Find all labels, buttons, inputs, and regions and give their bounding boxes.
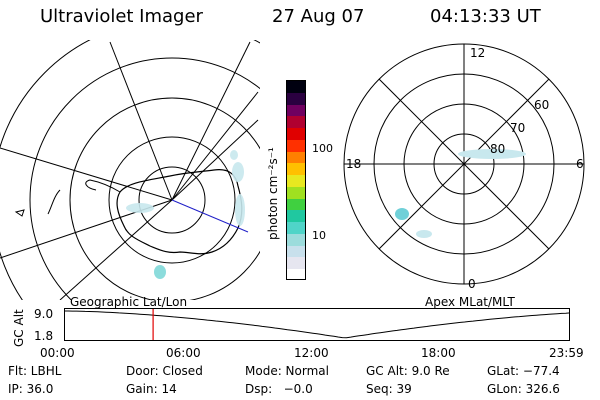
dsp-label: Dsp: −0.0 — [245, 382, 313, 396]
timeline-axis-title: GC Alt — [12, 309, 26, 347]
aurora-patch — [458, 149, 526, 159]
glat-label: GLat: −77.4 — [487, 364, 560, 378]
aurora-patch — [154, 265, 166, 279]
mode-label: Mode: Normal — [245, 364, 329, 378]
gc-alt-label: GC Alt: 9.0 Re — [366, 364, 450, 378]
meridian-line — [171, 119, 259, 201]
coastline — [116, 169, 243, 255]
mlt-label-0: 0 — [468, 277, 476, 291]
color-band — [287, 128, 305, 140]
geographic-map — [0, 40, 260, 300]
colorbar-unit-label: photon cm⁻²s⁻¹ — [266, 147, 280, 240]
mlt-line — [378, 78, 550, 250]
color-band — [287, 175, 305, 187]
timeline-ytick-high: 9.0 — [34, 307, 54, 321]
mlat-label-80: 80 — [490, 142, 506, 156]
mlat-label-70: 70 — [510, 121, 526, 135]
color-band — [287, 186, 305, 199]
timeline-frame — [64, 308, 570, 341]
apex-caption: Apex MLat/MLT — [425, 295, 515, 309]
altitude-curve — [64, 310, 571, 339]
meridian-line — [0, 147, 173, 201]
timeline-xtick-1800: 18:00 — [421, 346, 456, 360]
colorbar-tick-100: 100 — [312, 142, 333, 155]
timeline-xtick-1200: 12:00 — [294, 346, 329, 360]
meridian-line — [171, 91, 259, 201]
color-band — [287, 210, 305, 222]
time-label: 04:13:33 UT — [430, 6, 541, 27]
colorbar-tick-10: 10 — [312, 229, 326, 242]
seq-label: Seq: 39 — [366, 382, 412, 396]
color-band — [287, 198, 305, 211]
lat-circle — [29, 57, 260, 300]
color-band — [287, 81, 305, 93]
color-band — [287, 257, 305, 269]
magnetic-polar-plot — [343, 43, 585, 285]
aurora-patch — [395, 208, 409, 220]
color-band — [287, 222, 305, 234]
aurora-patch — [235, 194, 245, 226]
lat-circle — [138, 166, 206, 234]
color-band — [287, 151, 305, 164]
color-band — [287, 245, 305, 258]
aurora-patch — [416, 230, 432, 238]
timeline-xtick-0000: 00:00 — [40, 346, 75, 360]
aurora-patch — [232, 162, 244, 182]
sun-direction-line — [171, 199, 249, 233]
geographic-caption: Geographic Lat/Lon — [70, 295, 188, 309]
meridian-line — [109, 41, 173, 201]
timeline-ytick-low: 1.8 — [34, 329, 54, 343]
door-label: Door: Closed — [126, 364, 203, 378]
lat-circle — [69, 97, 260, 300]
coastline — [85, 179, 121, 193]
color-band — [287, 163, 305, 175]
mlt-label-6: 6 — [576, 157, 584, 171]
coastline — [47, 189, 61, 215]
timeline-xtick-2359: 23:59 — [549, 346, 584, 360]
color-band — [287, 269, 305, 279]
color-band — [287, 139, 305, 152]
gain-label: Gain: 14 — [126, 382, 177, 396]
mlt-label-12: 12 — [470, 46, 486, 60]
color-bar — [286, 80, 306, 280]
lat-circle — [0, 40, 260, 300]
filter-label: Flt: LBHL — [8, 364, 62, 378]
mlt-label-18: 18 — [346, 157, 362, 171]
ip-label: IP: 36.0 — [8, 382, 54, 396]
lat-circle — [108, 136, 236, 264]
timeline-xtick-0600: 06:00 — [166, 346, 201, 360]
coastline — [14, 209, 25, 217]
timeline-plot — [64, 308, 571, 341]
instrument-title: Ultraviolet Imager — [40, 6, 203, 27]
color-band — [287, 104, 305, 117]
color-band — [287, 116, 305, 128]
mlat-label-60: 60 — [534, 98, 550, 112]
aurora-patch — [126, 203, 154, 213]
date-label: 27 Aug 07 — [272, 6, 365, 27]
glon-label: GLon: 326.6 — [487, 382, 560, 396]
color-band — [287, 233, 305, 246]
color-band — [287, 92, 305, 105]
meridian-line — [59, 199, 173, 300]
aurora-patch — [230, 150, 238, 160]
